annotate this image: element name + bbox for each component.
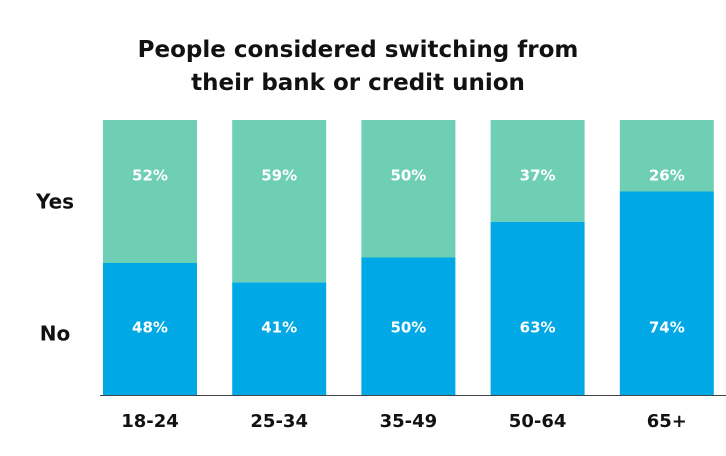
value-label: 59% (261, 167, 297, 185)
value-label: 37% (520, 167, 556, 185)
value-label: 48% (132, 319, 168, 337)
bar-segment (490, 120, 585, 222)
bar-segment (361, 120, 456, 258)
bar-segment (103, 120, 197, 263)
legend-label: Yes (35, 190, 74, 214)
bar-segment (490, 221, 585, 395)
x-tick-label: 18-24 (121, 411, 179, 432)
value-label: 74% (649, 319, 685, 337)
x-tick-label: 50-64 (509, 411, 567, 432)
value-label: 50% (390, 319, 426, 337)
value-label: 63% (520, 319, 556, 337)
bar-segment (619, 120, 714, 192)
value-label: 41% (261, 319, 297, 337)
value-label: 26% (649, 167, 685, 185)
bar-segment (619, 191, 714, 395)
bar-segment (232, 120, 327, 283)
chart-title: People considered switching from their b… (137, 37, 579, 96)
x-tick-label: 25-34 (250, 411, 308, 432)
bar-segment (232, 282, 327, 395)
value-label: 52% (132, 167, 168, 185)
x-tick-label: 35-49 (380, 411, 438, 432)
bar-segment (361, 257, 456, 395)
x-tick-label: 65+ (647, 411, 687, 432)
value-label: 50% (390, 167, 426, 185)
legend-label: No (40, 322, 70, 346)
bar-segment (103, 263, 197, 395)
